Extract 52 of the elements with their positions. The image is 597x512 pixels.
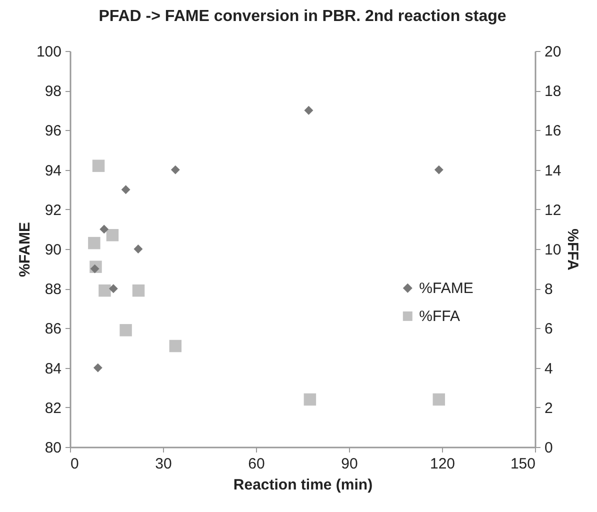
point <box>106 229 119 242</box>
y-tick-label: 96 <box>44 122 62 140</box>
x-tick-label: 120 <box>430 456 456 472</box>
x-tick-label: 90 <box>341 456 358 472</box>
y2-axis-title: %FFA <box>564 228 582 270</box>
chart-title: PFAD -> FAME conversion in PBR. 2nd reaction stage <box>98 8 506 25</box>
point <box>108 284 118 294</box>
x-tick-label: 30 <box>155 456 172 472</box>
point <box>121 185 130 194</box>
y2-tick-label: 16 <box>544 122 562 140</box>
y-tick-label: 84 <box>44 360 62 378</box>
y2-tick-label: 20 <box>544 44 562 60</box>
legend-label: %FFA <box>419 308 460 326</box>
y-tick-label: 100 <box>36 44 62 60</box>
point <box>434 165 444 174</box>
point <box>98 284 111 297</box>
point <box>90 264 100 274</box>
point <box>132 284 145 297</box>
y2-tick-label: 0 <box>544 440 553 456</box>
point <box>100 224 109 234</box>
x-tick-label: 60 <box>248 456 265 472</box>
y-tick-label: 86 <box>44 320 62 338</box>
point <box>304 106 314 115</box>
y-tick-label: 98 <box>44 83 62 100</box>
x-tick-label: 150 <box>510 456 536 472</box>
point <box>88 236 100 250</box>
y2-tick-label: 10 <box>544 242 562 258</box>
y2-tick-label: 6 <box>544 320 553 338</box>
y-tick-label: 82 <box>44 400 62 417</box>
point <box>304 393 316 406</box>
point <box>120 324 132 336</box>
point <box>432 393 446 406</box>
y-tick-label: 92 <box>44 202 62 219</box>
y2-tick-label: 14 <box>544 162 562 180</box>
y-tick-label: 94 <box>44 162 62 180</box>
point <box>134 244 143 254</box>
y2-tick-label: 2 <box>544 400 553 417</box>
y-tick-label: 80 <box>44 440 62 456</box>
x-tick-label: 0 <box>70 456 79 472</box>
point <box>170 165 180 174</box>
y2-tick-label: 18 <box>544 83 562 100</box>
y-axis-title: %FAME <box>16 222 34 278</box>
y2-tick-label: 8 <box>544 281 553 298</box>
legend-label: %FAME <box>419 280 474 298</box>
point <box>93 363 102 372</box>
point <box>169 340 182 352</box>
y-tick-label: 88 <box>44 281 62 298</box>
y-tick-label: 90 <box>44 242 62 258</box>
y2-tick-label: 12 <box>544 202 562 219</box>
point <box>92 160 105 172</box>
y2-tick-label: 4 <box>544 360 553 378</box>
x-axis-title: Reaction time (min) <box>233 476 373 494</box>
